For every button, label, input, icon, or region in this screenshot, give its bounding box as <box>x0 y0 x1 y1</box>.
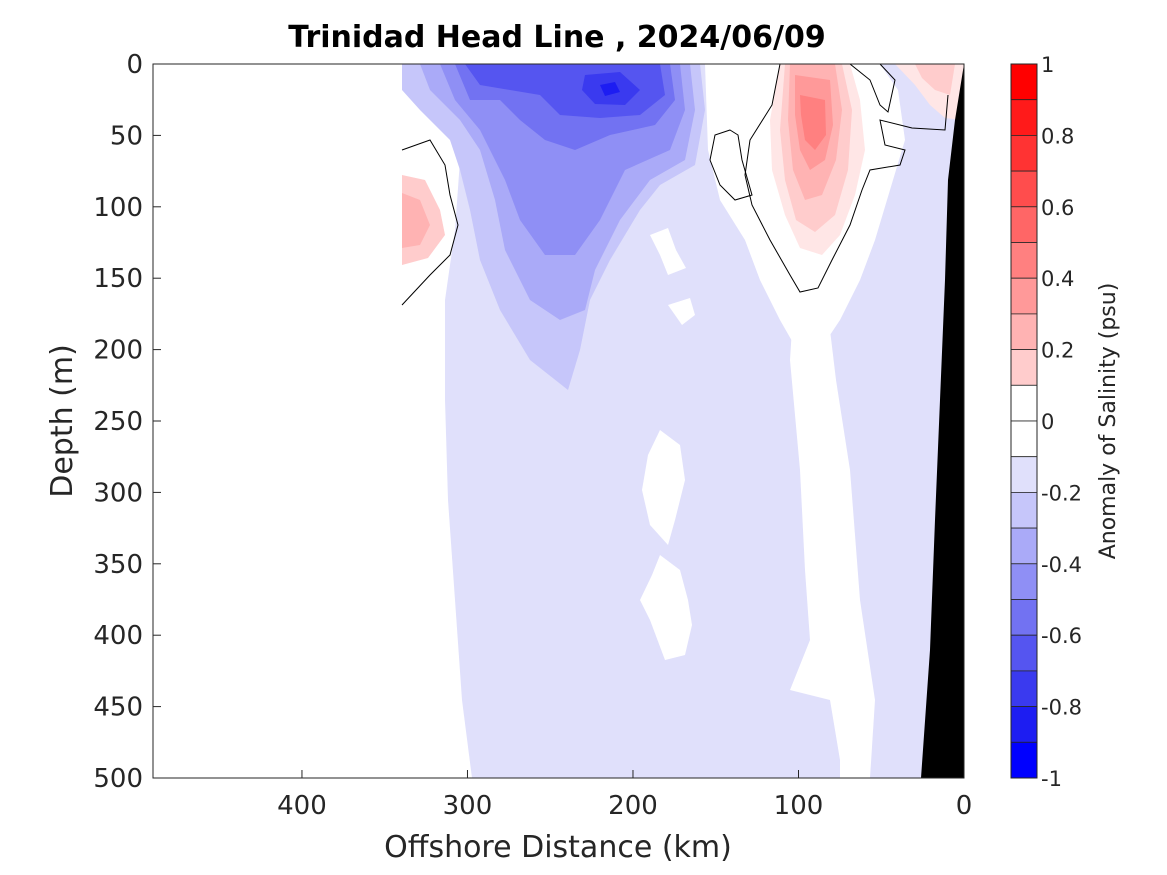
anomaly-fill-minus-0-8 <box>600 82 620 96</box>
colorbar-swatch <box>1010 349 1038 386</box>
colorbar-swatch <box>1010 313 1038 350</box>
colorbar-swatch <box>1010 599 1038 636</box>
x-tick-label: 400 <box>277 791 327 821</box>
seafloor-bathymetry <box>921 64 964 778</box>
colorbar-swatch <box>1010 563 1038 600</box>
y-tick-label: 50 <box>110 121 143 151</box>
zero-contour-east-loop <box>709 129 753 201</box>
colorbar-tick-label: -1 <box>1041 767 1062 791</box>
colorbar-swatch <box>1010 206 1038 243</box>
colorbar: 1 0.8 0.6 0.4 0.2 0 -0.2 -0.4 -0.6 -0.8 -1 <box>1010 53 1082 791</box>
colorbar-tick-label: -0.4 <box>1041 553 1082 577</box>
colorbar-swatch <box>1010 277 1038 315</box>
colorbar-tick-label: -0.2 <box>1041 481 1082 505</box>
y-tick-label: 150 <box>93 264 143 294</box>
positive-anomaly-region-east-5 <box>800 95 826 150</box>
colorbar-tick-label: 0.6 <box>1041 196 1074 220</box>
x-tick-label: 300 <box>443 791 493 821</box>
y-tick-label: 0 <box>126 50 143 80</box>
y-tick-label: 300 <box>93 478 143 508</box>
positive-anomaly-nearshore-core <box>915 64 955 95</box>
colorbar-swatch <box>1010 706 1038 743</box>
y-tick-label: 450 <box>93 693 143 723</box>
x-tick-label: 200 <box>608 791 658 821</box>
zero-anomaly-pocket-1 <box>650 228 686 275</box>
colorbar-swatch <box>1010 491 1038 529</box>
colorbar-swatch <box>1010 134 1038 172</box>
zero-anomaly-pocket-3 <box>642 430 685 545</box>
y-axis: 0 50 100 150 200 250 300 350 400 450 500 <box>93 50 161 794</box>
colorbar-tick-label: 0.8 <box>1041 124 1074 148</box>
x-axis: 400 300 200 100 0 <box>277 770 972 821</box>
colorbar-swatch <box>1010 634 1038 672</box>
zero-contour-lines <box>401 64 949 306</box>
colorbar-border <box>1010 63 1038 779</box>
colorbar-tick-label: -0.8 <box>1041 696 1082 720</box>
colorbar-swatch <box>1010 242 1038 279</box>
colorbar-tick-label: -0.6 <box>1041 624 1082 648</box>
y-tick-label: 500 <box>93 764 143 794</box>
colorbar-swatch <box>1010 527 1038 565</box>
colorbar-tick-label: 0.4 <box>1041 267 1074 291</box>
colorbar-swatch <box>1010 384 1038 422</box>
colorbar-swatch <box>1010 456 1038 493</box>
zero-contour-west <box>401 139 459 306</box>
y-tick-label: 100 <box>93 193 143 223</box>
colorbar-swatch <box>1010 170 1038 208</box>
y-tick-label: 200 <box>93 336 143 366</box>
chart-title: Trinidad Head Line , 2024/06/09 <box>288 20 825 55</box>
x-axis-label: Offshore Distance (km) <box>384 830 732 865</box>
plot-area: 400 300 200 100 0 0 50 100 150 200 250 300 350 400 45… <box>93 50 972 821</box>
zero-contour-east-outer <box>744 64 949 293</box>
y-axis-label: Depth (m) <box>45 344 80 498</box>
colorbar-label: Anomaly of Salinity (psu) <box>1096 283 1121 560</box>
colorbar-tick-label: 1 <box>1041 53 1054 77</box>
y-tick-label: 400 <box>93 621 143 651</box>
colorbar-swatch <box>1010 63 1038 101</box>
x-tick-label: 100 <box>774 791 824 821</box>
colorbar-swatch <box>1010 99 1038 136</box>
zero-anomaly-pocket-2 <box>668 298 695 325</box>
colorbar-tick-label: 0 <box>1041 410 1054 434</box>
colorbar-swatch <box>1010 420 1038 458</box>
y-tick-label: 350 <box>93 550 143 580</box>
colorbar-swatch <box>1010 741 1038 779</box>
x-tick-label: 0 <box>956 791 973 821</box>
positive-anomaly-core-west <box>402 193 430 248</box>
y-tick-label: 250 <box>93 407 143 437</box>
colorbar-tick-label: 0.2 <box>1041 339 1074 363</box>
zero-anomaly-pocket-4 <box>640 555 692 660</box>
contour-fills <box>401 64 964 778</box>
zero-contour-east-small <box>849 64 896 113</box>
colorbar-swatch <box>1010 670 1038 708</box>
